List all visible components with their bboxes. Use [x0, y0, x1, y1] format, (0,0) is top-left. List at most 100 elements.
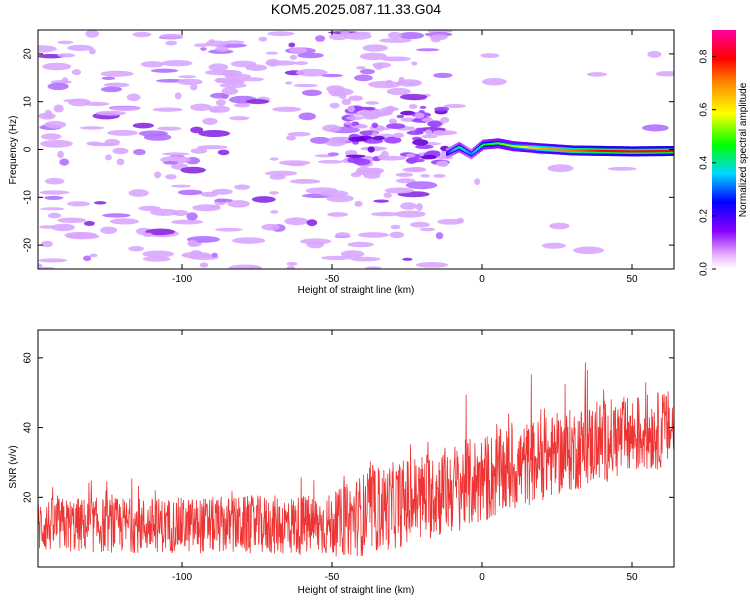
- x-tick-label: -100: [172, 572, 192, 583]
- x-tick-label: -50: [325, 572, 340, 583]
- noise-blob: [321, 73, 343, 78]
- noise-blob: [365, 101, 380, 105]
- noise-blob: [219, 82, 247, 89]
- noise-blob: [340, 250, 365, 258]
- snr-xlabel: Height of straight line (km): [298, 585, 415, 596]
- noise-blob: [396, 178, 416, 184]
- noise-blob: [294, 61, 308, 65]
- colorbar-tick-label: 0.0: [699, 262, 710, 276]
- snr-plot-area: [38, 362, 674, 557]
- ridge-core: [593, 149, 596, 152]
- ridge-core: [537, 147, 540, 150]
- y-tick-label: -10: [23, 190, 34, 205]
- noise-blob: [433, 174, 446, 178]
- noise-blob: [306, 240, 324, 249]
- ridge-core: [611, 150, 614, 153]
- noise-blob: [350, 256, 381, 262]
- ridge-core: [579, 149, 582, 152]
- y-tick-label: 60: [23, 352, 34, 364]
- noise-blob: [44, 120, 67, 129]
- noise-blob: [229, 116, 250, 121]
- noise-blob: [245, 99, 270, 105]
- noise-blob: [367, 146, 375, 153]
- colorbar-label: Normalized spectral amplitude: [738, 82, 749, 217]
- ridge-core: [600, 149, 603, 152]
- noise-blob: [397, 31, 425, 40]
- noise-blob: [444, 104, 466, 108]
- noise-blob: [211, 188, 233, 195]
- noise-blob: [328, 88, 354, 96]
- noise-blob: [132, 122, 154, 129]
- ridge-core: [449, 150, 452, 153]
- noise-blob: [306, 219, 318, 227]
- noise-blob: [410, 221, 430, 228]
- ridge-core: [473, 150, 476, 153]
- noise-blob: [193, 43, 210, 47]
- ridge-core: [608, 150, 611, 152]
- noise-blob: [406, 157, 418, 164]
- ridge-core: [645, 150, 648, 153]
- noise-blob: [100, 226, 118, 234]
- ridge-core: [495, 142, 498, 145]
- noise-blob: [85, 30, 99, 38]
- noise-blob: [205, 40, 227, 47]
- noise-blob: [390, 224, 401, 230]
- ridge-core: [482, 143, 485, 146]
- noise-blob: [109, 218, 139, 225]
- noise-blob: [433, 72, 453, 78]
- ridge-core: [500, 142, 503, 145]
- ridge-core: [660, 150, 663, 153]
- colorbar: [712, 30, 736, 269]
- noise-blob: [427, 120, 443, 128]
- ridge-core: [638, 150, 641, 153]
- noise-blob: [394, 210, 426, 218]
- noise-blob: [406, 81, 421, 86]
- noise-blob: [177, 78, 203, 86]
- ridge-core: [666, 150, 669, 152]
- noise-blob: [181, 251, 212, 259]
- ridge-core: [614, 150, 617, 153]
- noise-blob: [439, 160, 449, 167]
- noise-blob: [341, 98, 352, 106]
- ridge-core: [536, 147, 539, 150]
- noise-blob: [202, 117, 218, 125]
- ridge-core: [606, 150, 609, 152]
- ridge-core: [534, 146, 537, 149]
- ridge-core: [515, 145, 518, 148]
- ridge-core: [507, 144, 510, 147]
- ridge-core: [470, 153, 473, 156]
- noise-blob: [362, 44, 388, 52]
- ridge-core: [455, 147, 458, 150]
- ridge-core: [636, 150, 639, 153]
- ridge-core: [554, 148, 557, 151]
- ridge-core: [665, 150, 668, 152]
- noise-blob: [116, 158, 125, 166]
- noise-blob: [432, 130, 446, 136]
- noise-blob: [289, 54, 298, 60]
- noise-blob: [217, 149, 230, 156]
- noise-blob: [345, 154, 366, 158]
- noise-blob: [286, 135, 296, 141]
- ridge-core: [525, 146, 528, 149]
- noise-blob: [406, 153, 416, 158]
- noise-blob: [359, 52, 388, 61]
- noise-blob: [71, 69, 82, 76]
- noise-blob: [387, 31, 402, 39]
- ridge-core: [576, 149, 579, 152]
- noise-blob: [145, 228, 176, 236]
- ridge-core: [504, 143, 507, 146]
- ridge-core: [659, 150, 662, 153]
- noise-blob: [142, 232, 153, 237]
- noise-blob: [329, 102, 340, 109]
- ridge-core: [459, 147, 462, 149]
- noise-blob: [399, 93, 428, 101]
- ridge-core: [573, 149, 576, 152]
- noise-blob: [293, 83, 318, 88]
- noise-blob: [395, 172, 414, 177]
- noise-blob: [305, 187, 338, 195]
- noise-blob: [647, 50, 662, 58]
- noise-blob: [109, 106, 141, 112]
- noise-blob: [140, 61, 165, 68]
- ridge-core: [563, 148, 566, 151]
